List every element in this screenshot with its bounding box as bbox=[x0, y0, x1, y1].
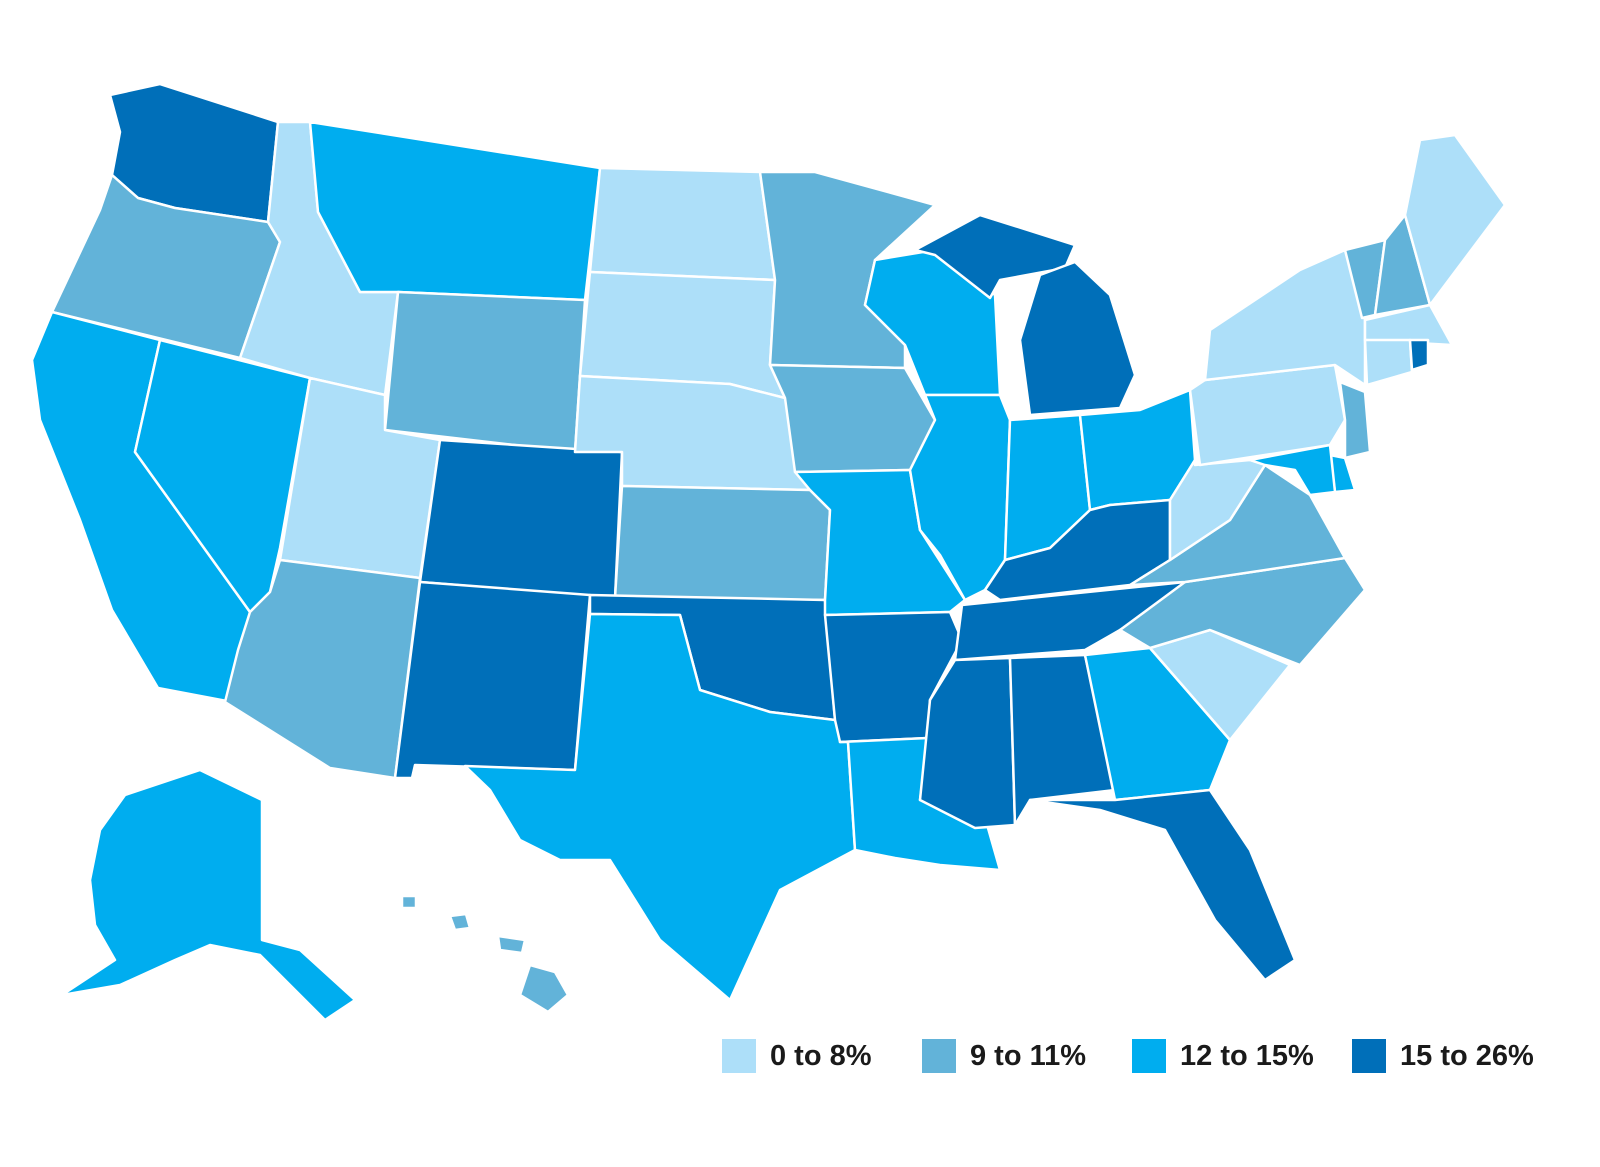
state-alaska bbox=[60, 768, 357, 1022]
state-michigan-upper bbox=[913, 213, 1077, 300]
legend-label: 9 to 11% bbox=[970, 1039, 1087, 1072]
state-texas bbox=[463, 612, 857, 1002]
state-colorado bbox=[418, 438, 624, 600]
legend-item: 9 to 11% bbox=[922, 1036, 1086, 1076]
legend-item: 0 to 8% bbox=[722, 1036, 872, 1076]
state-connecticut bbox=[1363, 338, 1414, 387]
state-wyoming bbox=[383, 290, 587, 454]
state-hawaii-maui bbox=[496, 934, 527, 955]
state-maine bbox=[1403, 133, 1507, 307]
state-new-york bbox=[1203, 248, 1367, 387]
legend-label: 12 to 15% bbox=[1180, 1039, 1314, 1072]
state-new-mexico bbox=[393, 580, 592, 780]
legend-item: 12 to 15% bbox=[1132, 1036, 1314, 1076]
legend-label: 0 to 8% bbox=[770, 1039, 872, 1072]
legend-item: 15 to 26% bbox=[1352, 1036, 1534, 1076]
state-alabama bbox=[1008, 653, 1117, 827]
legend-swatch bbox=[922, 1039, 956, 1073]
state-kentucky bbox=[983, 498, 1172, 602]
legend-label: 15 to 26% bbox=[1400, 1039, 1534, 1072]
state-kansas bbox=[613, 484, 832, 602]
state-new-jersey bbox=[1338, 380, 1372, 460]
legend-swatch bbox=[1132, 1039, 1166, 1073]
legend: 0 to 8% 9 to 11% 12 to 15% 15 to 26% bbox=[722, 1036, 1582, 1086]
state-iowa bbox=[768, 363, 937, 474]
state-massachusetts bbox=[1363, 303, 1454, 347]
state-hawaii-oahu bbox=[448, 912, 472, 932]
state-michigan-lower bbox=[1018, 260, 1137, 417]
state-hawaii-big-island bbox=[518, 963, 570, 1014]
state-north-dakota bbox=[588, 166, 777, 282]
legend-swatch bbox=[722, 1039, 756, 1073]
legend-swatch bbox=[1352, 1039, 1386, 1073]
state-florida bbox=[1028, 788, 1297, 982]
state-illinois bbox=[908, 393, 1012, 602]
state-montana bbox=[308, 120, 602, 302]
state-rhode-island bbox=[1408, 338, 1430, 372]
state-georgia bbox=[1083, 646, 1232, 802]
state-hawaii-kauai bbox=[400, 894, 418, 910]
state-maryland bbox=[1248, 443, 1337, 497]
